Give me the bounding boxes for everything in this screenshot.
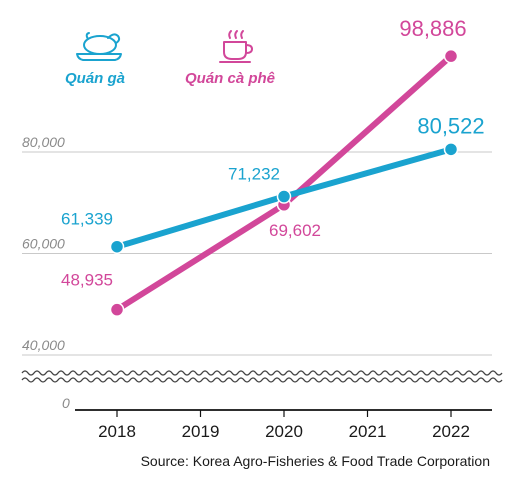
roast-chicken-icon xyxy=(76,32,122,61)
icon-part xyxy=(228,30,244,39)
icon-part xyxy=(223,41,247,60)
x-tick-label: 2020 xyxy=(265,422,303,441)
data-label: 48,935 xyxy=(61,271,113,290)
icon-part xyxy=(83,35,117,55)
legend-label: Quán gà xyxy=(65,70,125,87)
icon-part xyxy=(85,32,90,40)
data-label: 61,339 xyxy=(61,210,113,229)
y-axis-ticks: 80,000 60,000 40,000 0 xyxy=(22,134,70,411)
source-note: Source: Korea Agro-Fisheries & Food Trad… xyxy=(141,453,490,469)
axis-break-line xyxy=(21,377,503,383)
data-point xyxy=(109,302,125,317)
icon-part xyxy=(76,53,122,61)
data-label: 69,602 xyxy=(269,221,321,240)
x-axis: 2018 2019 2020 2021 2022 xyxy=(75,409,492,441)
data-point xyxy=(443,142,459,157)
data-label: 98,886 xyxy=(399,16,466,41)
coffee-cup-icon xyxy=(219,30,253,63)
legend-label: Quán cà phê xyxy=(185,70,275,87)
x-tick-label: 2019 xyxy=(182,422,220,441)
x-tick-label: 2021 xyxy=(349,422,387,441)
data-label: 71,232 xyxy=(228,164,280,183)
series-line xyxy=(114,53,454,313)
axis-break-line xyxy=(21,370,503,376)
axis-break-marker xyxy=(21,370,503,383)
data-label: 80,522 xyxy=(417,113,484,138)
data-point xyxy=(443,48,459,64)
grid-lines xyxy=(22,151,492,356)
data-point xyxy=(276,189,292,204)
series-lines: 48,935 69,602 98,886 61,339 71,232 80,522 xyxy=(61,16,485,317)
x-tick-label: 2022 xyxy=(432,422,470,441)
y-tick-label: 60,000 xyxy=(22,236,65,252)
y-tick-label: 0 xyxy=(62,395,70,411)
y-tick-label: 80,000 xyxy=(22,134,65,150)
data-point xyxy=(109,239,125,254)
x-tick-label: 2018 xyxy=(98,422,136,441)
icon-part xyxy=(245,44,253,54)
icon-part xyxy=(107,33,121,44)
y-tick-label: 40,000 xyxy=(22,337,65,353)
legend: Quán gà Quán cà phê xyxy=(65,30,275,87)
